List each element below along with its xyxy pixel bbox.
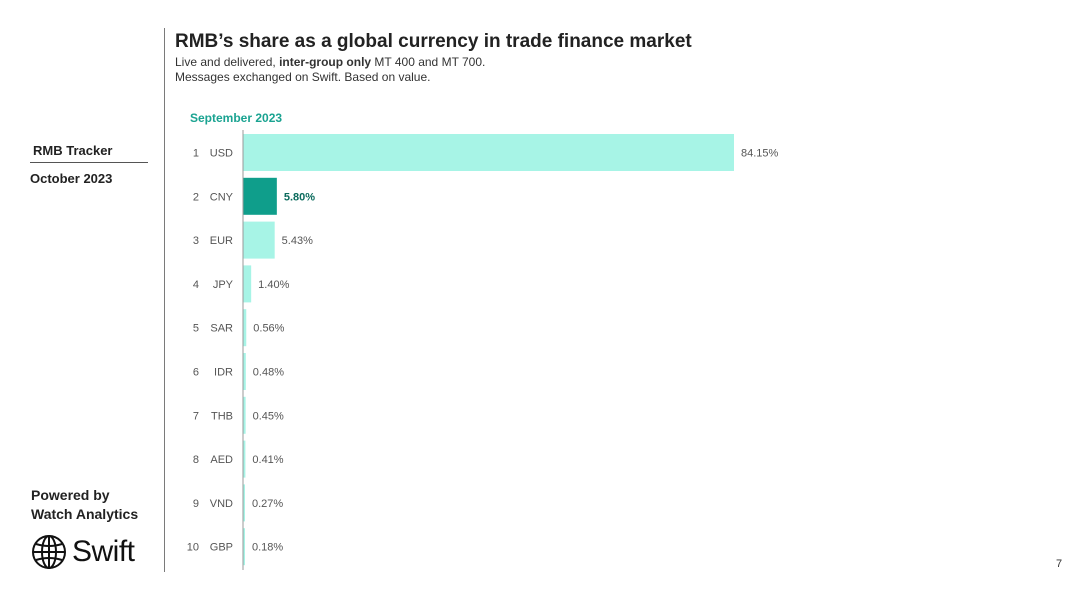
tracker-divider: [30, 162, 148, 163]
category-label: GBP: [210, 542, 233, 554]
bar-thb: [243, 396, 246, 434]
bar-vnd: [243, 484, 245, 522]
powered-by-line2: Watch Analytics: [31, 506, 139, 522]
powered-by-line1: Powered by: [31, 487, 110, 503]
subtitle-line1: Live and delivered, inter-group only MT …: [175, 55, 485, 69]
rank-label: 1: [193, 148, 199, 160]
category-label: CNY: [210, 191, 234, 203]
value-label: 0.45%: [253, 410, 284, 422]
bar-usd: [243, 134, 734, 171]
rank-label: 7: [193, 410, 199, 422]
bar-aed: [243, 440, 246, 478]
value-label: 1.40%: [258, 279, 289, 291]
bar-idr: [243, 353, 246, 390]
subtitle-line2: Messages exchanged on Swift. Based on va…: [175, 70, 431, 84]
rank-label: 3: [193, 235, 199, 247]
rank-label: 8: [193, 454, 199, 466]
value-label: 84.15%: [741, 148, 779, 160]
value-label: 0.41%: [252, 454, 283, 466]
value-label: 0.48%: [253, 367, 284, 379]
rank-label: 2: [193, 191, 199, 203]
swift-logo: Swift: [31, 534, 135, 570]
category-label: VND: [210, 498, 233, 510]
category-label: JPY: [213, 279, 234, 291]
powered-by: Powered by Watch Analytics: [31, 486, 138, 524]
rank-label: 6: [193, 367, 199, 379]
category-label: USD: [210, 148, 233, 160]
rank-label: 10: [187, 542, 199, 554]
chart-title: September 2023: [190, 111, 283, 125]
category-label: SAR: [210, 323, 233, 335]
page-title: RMB’s share as a global currency in trad…: [175, 31, 692, 52]
rank-label: 4: [193, 279, 199, 291]
value-label: 0.18%: [252, 542, 283, 554]
category-label: IDR: [214, 367, 233, 379]
bar-eur: [243, 221, 275, 259]
subtitle-pre: Live and delivered,: [175, 55, 280, 69]
value-label: 0.56%: [253, 323, 284, 335]
bar-chart: 1 USD 84.15% 2 CNY 5.80% 3 EUR 5.43% 4 JPY 1.40% 5 SA…: [187, 130, 779, 570]
subtitle-bold: inter-group only: [279, 55, 372, 69]
sidebar-divider: [164, 28, 165, 572]
category-label: AED: [210, 454, 233, 466]
value-label: 5.80%: [284, 191, 315, 203]
logo-text: Swift: [72, 535, 135, 568]
sidebar: RMB Tracker October 2023 Powered by Watc…: [0, 0, 165, 602]
page-number: 7: [1056, 558, 1063, 570]
rank-label: 9: [193, 498, 199, 510]
subtitle-post: MT 400 and MT 700.: [371, 55, 486, 69]
bar-jpy: [243, 265, 252, 303]
bar-gbp: [243, 528, 245, 566]
tracker-title: RMB Tracker: [33, 143, 113, 158]
tracker-date: October 2023: [30, 171, 113, 186]
bar-cny: [243, 177, 277, 215]
category-label: THB: [211, 410, 233, 422]
value-label: 5.43%: [282, 235, 313, 247]
bar-sar: [243, 309, 247, 347]
rank-label: 5: [193, 323, 199, 335]
value-label: 0.27%: [252, 498, 283, 510]
category-label: EUR: [210, 235, 233, 247]
globe-icon: [32, 535, 66, 569]
